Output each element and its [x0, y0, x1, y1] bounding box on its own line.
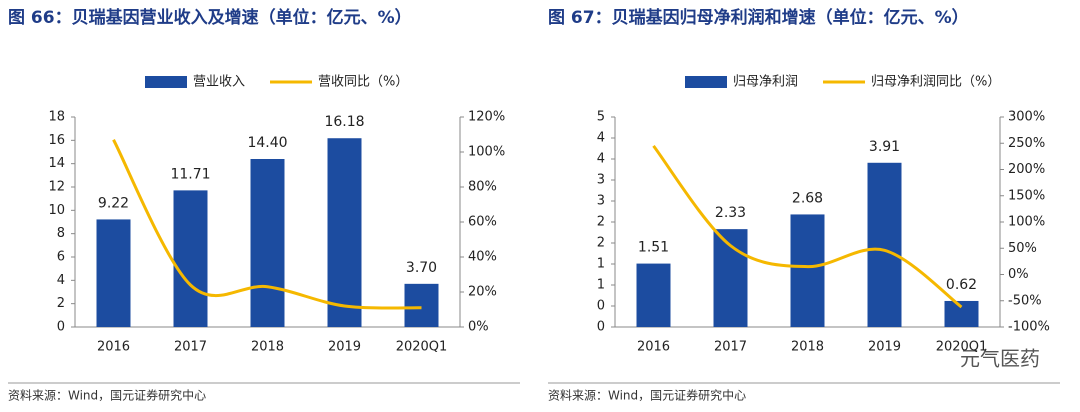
- y-tick-label: 0: [597, 299, 605, 314]
- y-tick-label: 2: [57, 296, 65, 311]
- source: 资料来源：Wind，国元证券研究中心: [548, 388, 746, 403]
- source: 资料来源：Wind，国元证券研究中心: [8, 388, 206, 403]
- legend-label: 营业收入: [193, 75, 245, 90]
- y-tick-label: 14: [48, 156, 65, 171]
- x-tick-label: 2018: [251, 340, 284, 355]
- y-tick-label: 2: [597, 236, 605, 251]
- data-label: 2.33: [715, 205, 746, 221]
- bar: [173, 190, 208, 327]
- y-tick-label: 0: [597, 320, 605, 335]
- y-tick-label: 16: [48, 133, 65, 148]
- y-tick-label: 5: [597, 110, 605, 125]
- y-tick-label: 1: [597, 278, 605, 293]
- line: [652, 144, 963, 309]
- y-tick-label: 3: [597, 194, 605, 209]
- y2-tick-label: 0%: [468, 320, 489, 335]
- y2-tick-label: 100%: [468, 145, 505, 160]
- y-tick-label: 2: [597, 215, 605, 230]
- data-label: 16.18: [324, 114, 364, 130]
- bar: [404, 283, 439, 327]
- y-tick-label: 10: [48, 203, 65, 218]
- y2-tick-label: 120%: [468, 110, 505, 125]
- y2-tick-label: 50%: [1008, 241, 1037, 256]
- x-tick-label: 2016: [97, 340, 130, 355]
- x-tick-label: 2019: [868, 340, 901, 355]
- y2-tick-label: -100%: [1008, 320, 1050, 335]
- bar: [944, 300, 979, 327]
- legend-label: 归母净利润: [733, 75, 798, 90]
- bar: [636, 263, 671, 327]
- y2-tick-label: 100%: [1008, 215, 1045, 230]
- data-label: 3.91: [869, 139, 900, 155]
- watermark: 元气医药: [960, 347, 1040, 371]
- data-label: 0.62: [946, 277, 977, 293]
- x-tick-label: 2019: [328, 340, 361, 355]
- data-label: 1.51: [638, 240, 669, 256]
- y-tick-label: 4: [57, 273, 65, 288]
- y-tick-label: 6: [57, 250, 65, 265]
- y2-tick-label: 60%: [468, 215, 497, 230]
- bar: [790, 214, 825, 327]
- legend-swatch: [685, 76, 727, 88]
- x-tick-label: 2017: [174, 340, 207, 355]
- y2-tick-label: 300%: [1008, 110, 1045, 125]
- y2-tick-label: 150%: [1008, 188, 1045, 203]
- y2-tick-label: 20%: [468, 285, 497, 300]
- y2-tick-label: 250%: [1008, 136, 1045, 151]
- legend-label: 营收同比（%）: [318, 75, 408, 90]
- legend-swatch: [145, 76, 187, 88]
- x-tick-label: 2020Q1: [936, 340, 988, 355]
- chart-title: 图 66：贝瑞基因营业收入及增速（单位：亿元、%）: [8, 7, 412, 28]
- y2-tick-label: 40%: [468, 250, 497, 265]
- data-label: 14.40: [247, 135, 287, 151]
- bar: [327, 138, 362, 327]
- data-label: 2.68: [792, 190, 823, 206]
- data-label: 9.22: [98, 195, 129, 211]
- y-tick-label: 8: [57, 226, 65, 241]
- x-tick-label: 2017: [714, 340, 747, 355]
- data-label: 3.70: [406, 260, 437, 276]
- chart-title: 图 67：贝瑞基因归母净利润和增速（单位：亿元、%）: [548, 7, 969, 28]
- bar: [96, 219, 131, 327]
- y-tick-label: 0: [57, 320, 65, 335]
- y-tick-label: 12: [48, 180, 65, 195]
- y2-tick-label: 80%: [468, 180, 497, 195]
- bar: [867, 162, 902, 327]
- y-tick-label: 1: [597, 257, 605, 272]
- line: [112, 139, 422, 310]
- y2-tick-label: -50%: [1008, 293, 1042, 308]
- y-tick-label: 4: [597, 152, 605, 167]
- bar: [250, 159, 285, 327]
- data-label: 11.71: [170, 166, 210, 182]
- legend-label: 归母净利润同比（%）: [871, 75, 1000, 90]
- y2-tick-label: 200%: [1008, 162, 1045, 177]
- x-tick-label: 2016: [637, 340, 670, 355]
- x-tick-label: 2018: [791, 340, 824, 355]
- y-tick-label: 3: [597, 173, 605, 188]
- y-tick-label: 4: [597, 131, 605, 146]
- y-tick-label: 18: [48, 110, 65, 125]
- x-tick-label: 2020Q1: [396, 340, 448, 355]
- y2-tick-label: 0%: [1008, 267, 1029, 282]
